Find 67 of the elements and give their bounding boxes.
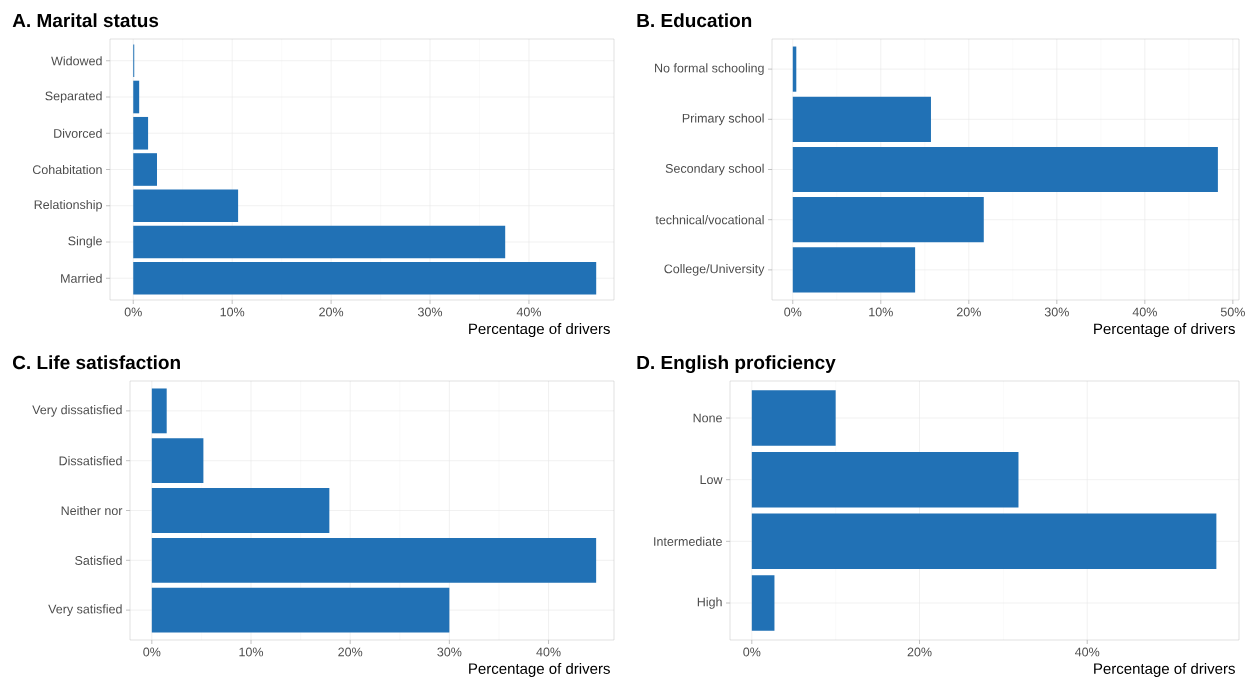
- bar: [792, 96, 931, 142]
- y-tick-label: Married: [61, 273, 102, 283]
- y-tick-label: Single: [68, 236, 102, 248]
- bar: [792, 146, 1218, 192]
- x-axis-title: Percentage of drivers: [469, 662, 610, 677]
- chart-title: D. English proficiency: [637, 355, 836, 373]
- bar: [792, 196, 984, 243]
- chart-title: A. Marital status: [12, 13, 159, 28]
- y-tick-label: Low: [700, 475, 723, 484]
- bar: [133, 189, 239, 222]
- x-tick-label: 30%: [437, 647, 462, 657]
- x-tick-label: 50%: [1220, 307, 1245, 317]
- x-tick-label: 10%: [869, 307, 893, 317]
- x-tick-label: 30%: [1044, 307, 1069, 317]
- y-tick-label: technical/vocational: [655, 214, 764, 225]
- bar: [751, 513, 1217, 569]
- x-tick-label: 40%: [536, 647, 561, 657]
- bar: [133, 80, 140, 114]
- bar: [792, 247, 916, 293]
- x-tick-label: 0%: [143, 647, 161, 657]
- y-tick-label: Intermediate: [654, 536, 722, 546]
- bar: [751, 390, 836, 446]
- x-tick-label: 30%: [417, 307, 443, 317]
- x-axis-title: Percentage of drivers: [1094, 322, 1235, 337]
- y-tick-label: Very dissatisfied: [32, 404, 122, 417]
- x-axis-title: Percentage of drivers: [1094, 662, 1235, 677]
- bar: [751, 575, 775, 631]
- chart-title: B. Education: [637, 13, 752, 28]
- bar: [151, 487, 330, 533]
- bar: [133, 261, 597, 295]
- y-tick-label: No formal schooling: [655, 63, 764, 75]
- y-tick-label: Dissatisfied: [59, 455, 122, 466]
- x-tick-label: 20%: [338, 647, 363, 657]
- y-tick-label: High: [697, 597, 722, 609]
- x-tick-label: 40%: [1075, 647, 1100, 657]
- x-axis-title: Percentage of drivers: [469, 322, 610, 337]
- bar: [151, 388, 167, 434]
- x-tick-label: 10%: [220, 307, 245, 317]
- y-tick-label: Relationship: [34, 199, 102, 212]
- y-tick-label: Secondary school: [665, 163, 764, 176]
- bar: [133, 116, 149, 150]
- x-tick-label: 20%: [319, 307, 344, 317]
- y-tick-label: Separated: [45, 91, 102, 103]
- bar: [151, 537, 597, 583]
- x-tick-label: 0%: [784, 307, 802, 317]
- x-tick-label: 20%: [907, 647, 932, 657]
- x-tick-label: 20%: [956, 307, 981, 317]
- bar: [133, 153, 157, 186]
- bar: [151, 587, 450, 633]
- y-tick-label: Satisfied: [75, 555, 122, 565]
- x-tick-label: 0%: [743, 647, 761, 657]
- x-tick-label: 40%: [516, 307, 541, 317]
- y-tick-label: Very satisfied: [48, 604, 122, 616]
- y-tick-label: Widowed: [51, 56, 102, 66]
- bar: [133, 225, 506, 259]
- x-tick-label: 40%: [1132, 307, 1157, 317]
- y-tick-label: Primary school: [682, 113, 764, 126]
- x-tick-label: 0%: [124, 307, 142, 317]
- bar: [151, 438, 204, 483]
- y-tick-label: Neither nor: [61, 505, 123, 515]
- y-tick-label: None: [693, 413, 722, 423]
- y-tick-label: Divorced: [54, 128, 102, 138]
- bar: [751, 451, 1019, 508]
- x-tick-label: 10%: [239, 647, 264, 657]
- y-tick-label: College/University: [664, 263, 765, 276]
- chart-title: C. Life satisfaction: [12, 355, 180, 370]
- y-tick-label: Cohabitation: [32, 164, 102, 174]
